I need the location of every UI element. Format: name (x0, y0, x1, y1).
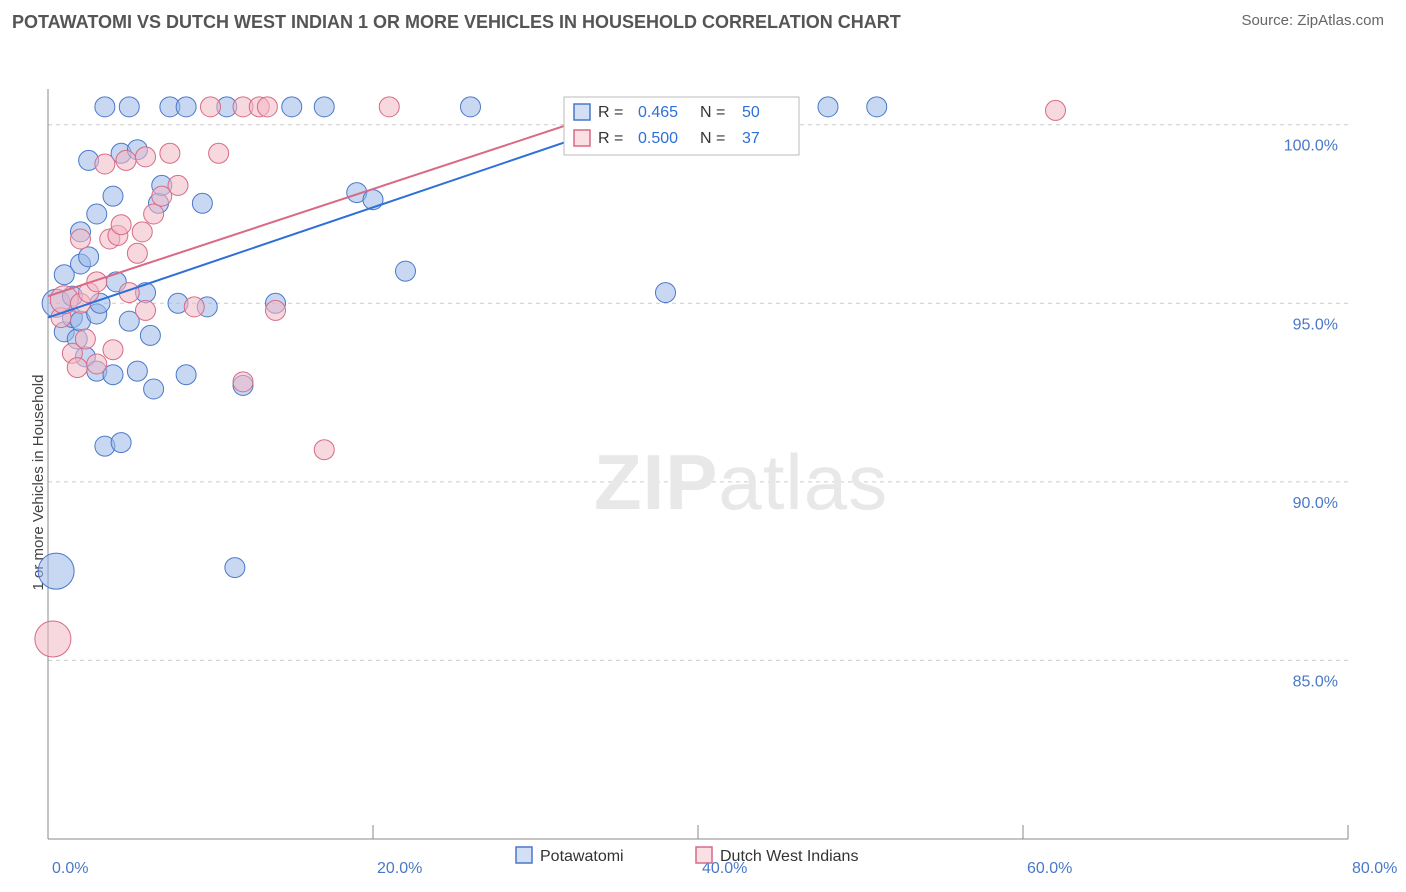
data-point (71, 229, 91, 249)
data-point (87, 354, 107, 374)
x-tick-label: 0.0% (52, 860, 88, 877)
data-point (314, 97, 334, 117)
legend-swatch (574, 104, 590, 120)
data-point (257, 97, 277, 117)
data-point (103, 186, 123, 206)
data-point (136, 300, 156, 320)
data-point (168, 175, 188, 195)
data-point (136, 147, 156, 167)
data-point (818, 97, 838, 117)
data-point (95, 154, 115, 174)
data-point (87, 204, 107, 224)
x-tick-label: 80.0% (1352, 860, 1397, 877)
chart-title: POTAWATOMI VS DUTCH WEST INDIAN 1 OR MOR… (12, 12, 901, 33)
data-point (111, 433, 131, 453)
data-point (38, 553, 74, 589)
scatter-chart: 85.0%90.0%95.0%100.0%0.0%20.0%40.0%60.0%… (0, 39, 1406, 879)
data-point (656, 283, 676, 303)
data-point (75, 329, 95, 349)
data-point (396, 261, 416, 281)
watermark: ZIPatlas (594, 438, 888, 526)
data-point (184, 297, 204, 317)
data-point (176, 365, 196, 385)
y-tick-label: 95.0% (1293, 316, 1338, 333)
data-point (282, 97, 302, 117)
legend-n-label: N = (700, 130, 725, 147)
data-point (379, 97, 399, 117)
legend-n-label: N = (700, 104, 725, 121)
data-point (314, 440, 334, 460)
legend-n-value: 37 (742, 130, 760, 147)
source-label: Source: ZipAtlas.com (1241, 12, 1384, 29)
legend-r-value: 0.500 (638, 130, 678, 147)
y-tick-label: 85.0% (1293, 673, 1338, 690)
data-point (132, 222, 152, 242)
x-tick-label: 20.0% (377, 860, 422, 877)
data-point (225, 558, 245, 578)
data-point (1046, 100, 1066, 120)
legend-r-label: R = (598, 104, 623, 121)
data-point (233, 372, 253, 392)
data-point (35, 621, 71, 657)
data-point (127, 361, 147, 381)
data-point (111, 215, 131, 235)
x-tick-label: 60.0% (1027, 860, 1072, 877)
data-point (192, 193, 212, 213)
data-point (160, 143, 180, 163)
y-tick-label: 100.0% (1284, 138, 1338, 155)
data-point (140, 325, 160, 345)
data-point (95, 97, 115, 117)
data-point (209, 143, 229, 163)
series-legend-swatch (516, 847, 532, 863)
data-point (103, 340, 123, 360)
data-point (461, 97, 481, 117)
data-point (127, 243, 147, 263)
data-point (144, 379, 164, 399)
data-point (79, 247, 99, 267)
series-legend-label: Potawatomi (540, 848, 624, 865)
series-legend-label: Dutch West Indians (720, 848, 858, 865)
legend-n-value: 50 (742, 104, 760, 121)
data-point (116, 150, 136, 170)
data-point (144, 204, 164, 224)
legend-r-label: R = (598, 130, 623, 147)
data-point (67, 358, 87, 378)
data-point (867, 97, 887, 117)
legend-r-value: 0.465 (638, 104, 678, 121)
legend-swatch (574, 130, 590, 146)
data-point (176, 97, 196, 117)
series-legend-swatch (696, 847, 712, 863)
data-point (119, 97, 139, 117)
y-tick-label: 90.0% (1293, 495, 1338, 512)
data-point (266, 300, 286, 320)
data-point (201, 97, 221, 117)
